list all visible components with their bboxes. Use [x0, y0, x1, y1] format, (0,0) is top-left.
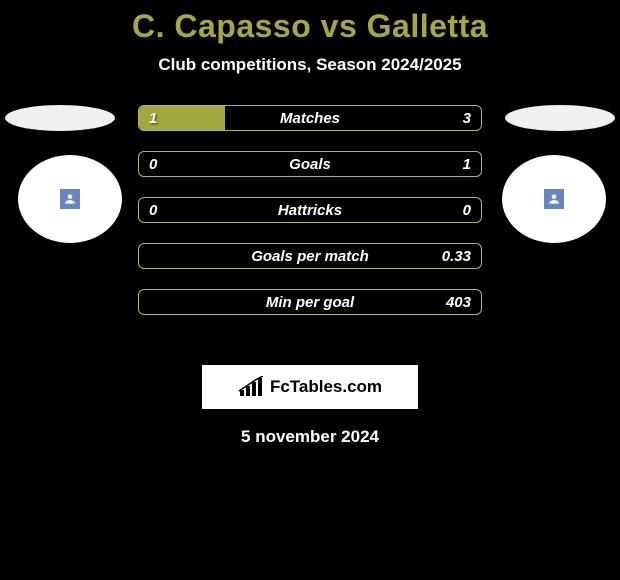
bar-value-right: 0 [463, 198, 471, 222]
bar-label: Min per goal [139, 290, 481, 314]
bar-value-right: 0.33 [442, 244, 471, 268]
subtitle: Club competitions, Season 2024/2025 [0, 55, 620, 75]
stat-row: Goals per match0.33 [138, 243, 482, 269]
chart-icon [238, 376, 264, 398]
date-text: 5 november 2024 [0, 427, 620, 447]
bar-value-right: 403 [446, 290, 471, 314]
flag-right [505, 105, 615, 131]
page-title: C. Capasso vs Galletta [0, 8, 620, 45]
stat-row: 0Hattricks0 [138, 197, 482, 223]
bar-label: Goals [139, 152, 481, 176]
stat-row: 1Matches3 [138, 105, 482, 131]
badge-text: FcTables.com [270, 377, 382, 397]
bar-label: Hattricks [139, 198, 481, 222]
person-icon [544, 189, 564, 209]
bar-value-right: 3 [463, 106, 471, 130]
player-avatar-right [502, 155, 606, 243]
bar-value-right: 1 [463, 152, 471, 176]
bar-label: Matches [139, 106, 481, 130]
comparison-widget: C. Capasso vs Galletta Club competitions… [0, 0, 620, 447]
stat-row: Min per goal403 [138, 289, 482, 315]
fctables-badge[interactable]: FcTables.com [202, 365, 418, 409]
bar-label: Goals per match [139, 244, 481, 268]
stat-bars: 1Matches30Goals10Hattricks0Goals per mat… [138, 105, 482, 335]
flag-left [5, 105, 115, 131]
player-avatar-left [18, 155, 122, 243]
content-area: 1Matches30Goals10Hattricks0Goals per mat… [0, 105, 620, 345]
person-icon [60, 189, 80, 209]
stat-row: 0Goals1 [138, 151, 482, 177]
